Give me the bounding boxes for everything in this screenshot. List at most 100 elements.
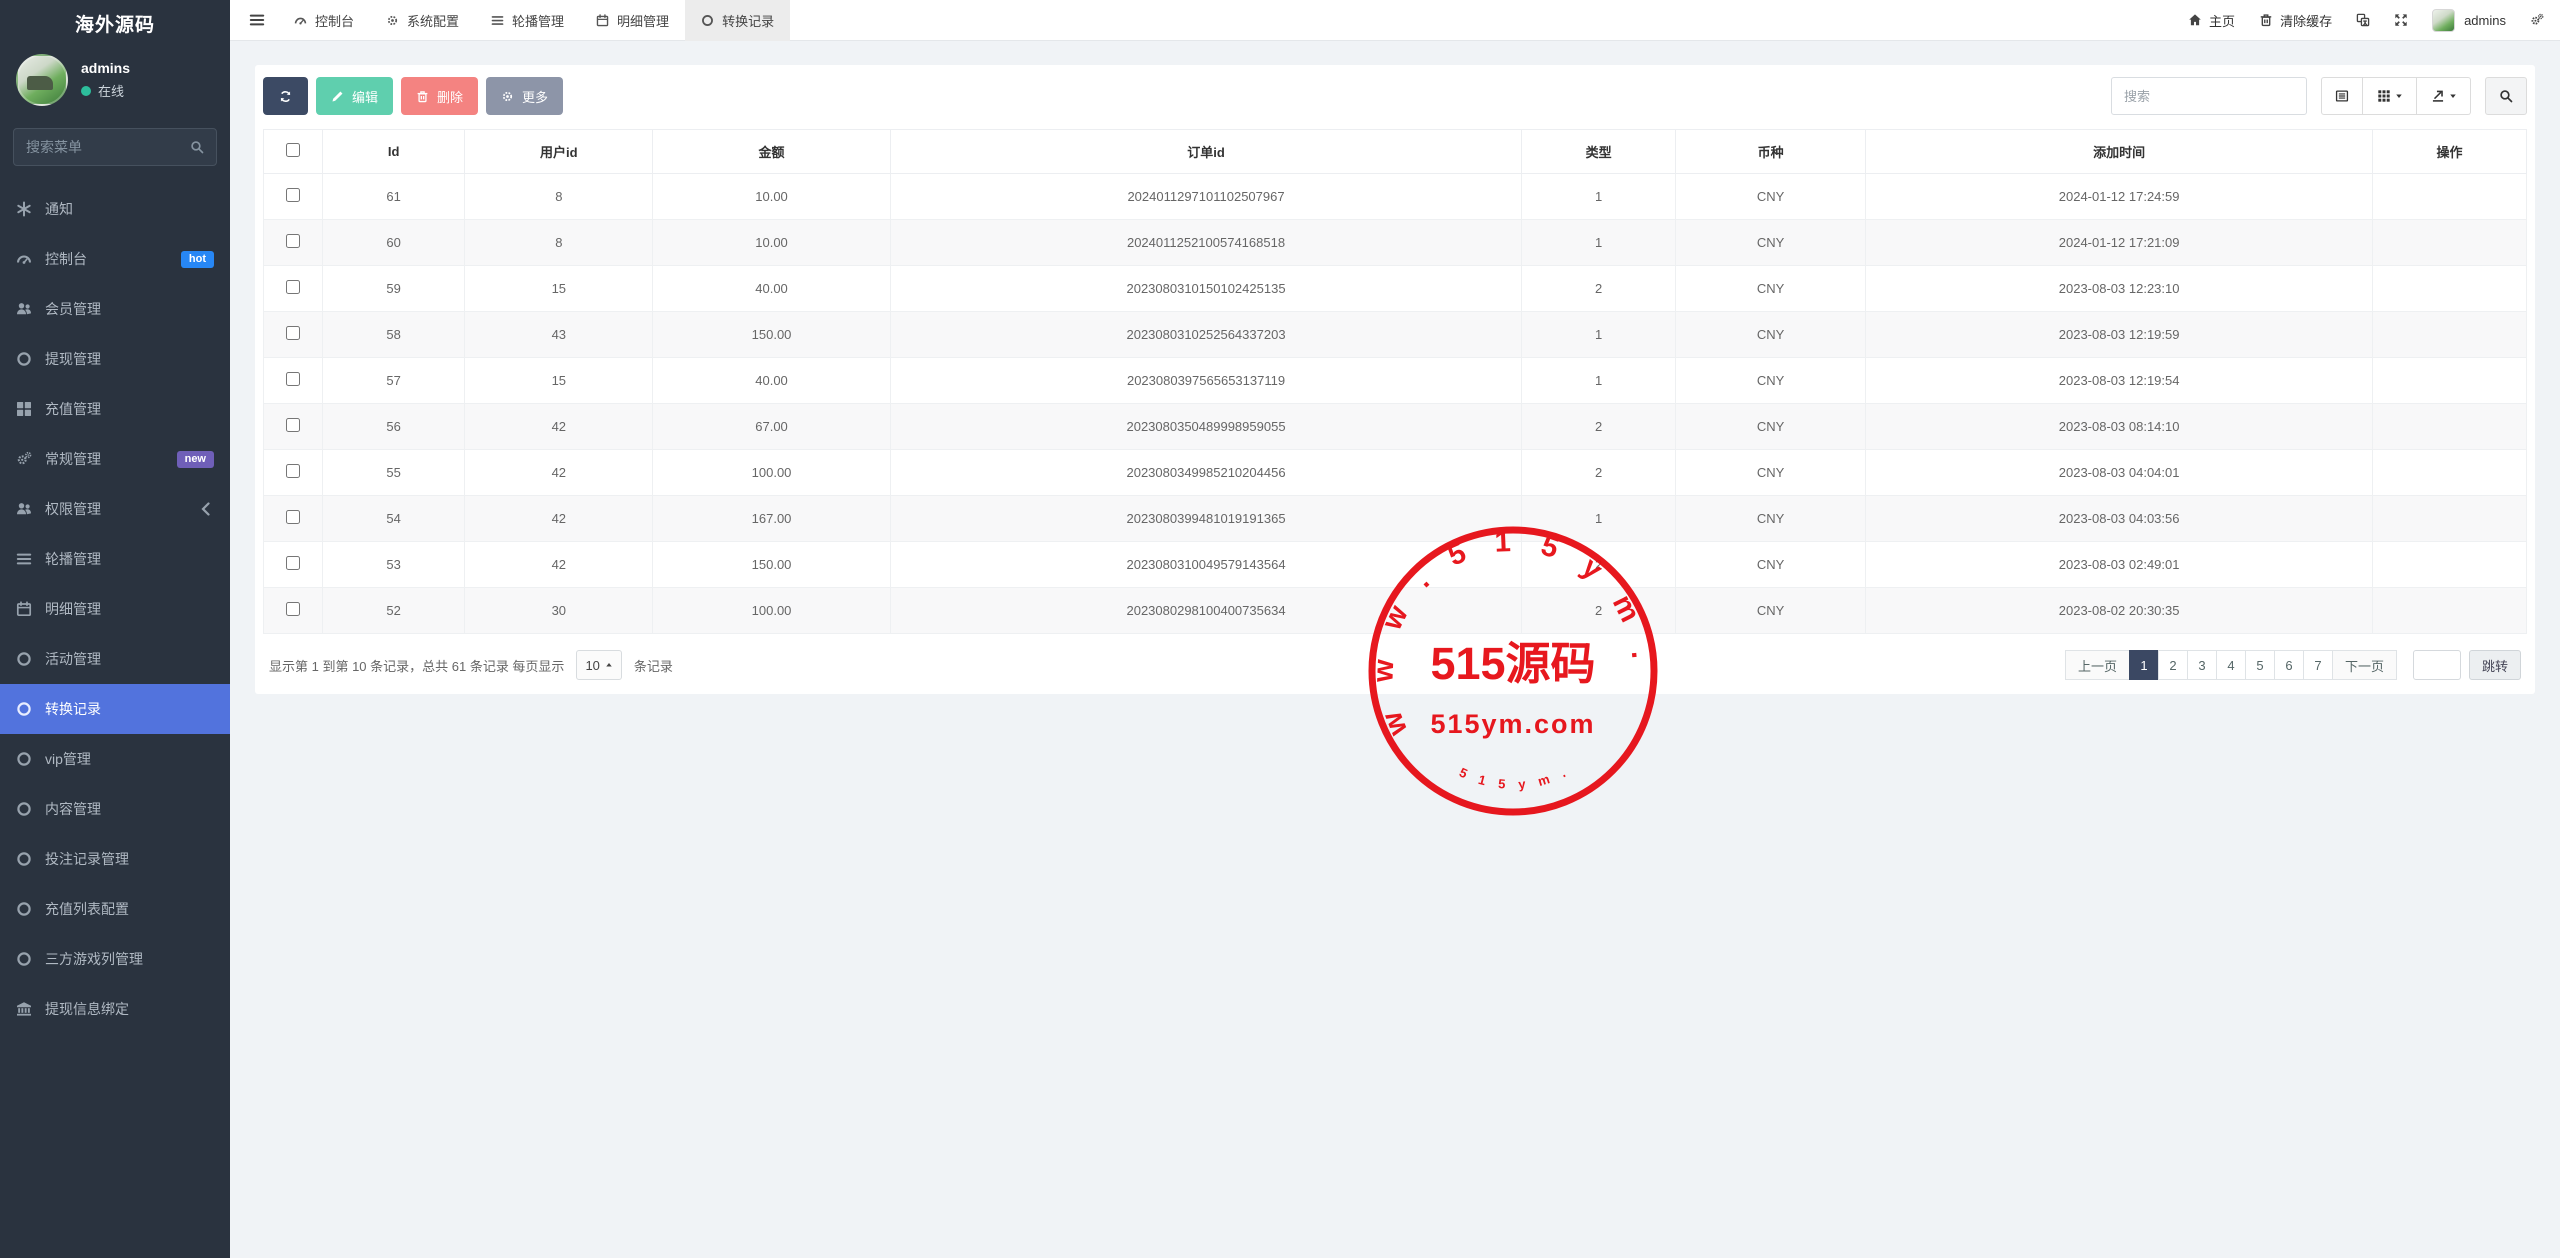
topnav-tab[interactable]: 系统配置 (370, 0, 475, 41)
cell-order-id: 2023080399481019191365 (889, 495, 1523, 542)
column-header-currency[interactable]: 币种 (1675, 129, 1867, 174)
sidebar-item[interactable]: 提现管理 (0, 334, 230, 384)
cell-actions (2372, 219, 2527, 266)
page-number-button[interactable]: 3 (2186, 650, 2217, 680)
table-header-row: Id 用户id 金额 订单id 类型 币种 添加时间 操作 (263, 129, 2527, 174)
row-checkbox[interactable] (285, 464, 300, 478)
topnav-tab[interactable]: 转换记录 (685, 0, 791, 41)
column-header-order[interactable]: 订单id (889, 129, 1523, 174)
sidebar-item[interactable]: 充值管理 (0, 384, 230, 434)
sidebar-item[interactable]: 活动管理 (0, 634, 230, 684)
page-number-button[interactable]: 6 (2273, 650, 2304, 680)
sidebar-item-label: vip管理 (45, 751, 91, 767)
jump-button[interactable]: 跳转 (2468, 650, 2521, 680)
language-icon (2356, 13, 2370, 27)
settings-button[interactable] (2530, 13, 2544, 27)
search-toggle-button[interactable] (2485, 77, 2527, 115)
pagination-bar: 显示第 1 到第 10 条记录，总共 61 条记录 每页显示 10 条记录 上一… (263, 650, 2527, 680)
cell-order-id: 2024011297101102507967 (889, 173, 1523, 220)
sidebar-item[interactable]: 控制台 hot (0, 234, 230, 284)
language-button[interactable] (2356, 13, 2370, 27)
circle-icon (16, 851, 32, 867)
row-checkbox[interactable] (285, 326, 300, 340)
cell-time: 2023-08-02 20:30:35 (1865, 587, 2374, 634)
dashboard-icon (294, 14, 307, 27)
export-button[interactable] (2417, 77, 2471, 115)
sidebar-item[interactable]: 三方游戏列管理 (0, 934, 230, 984)
sidebar-item[interactable]: 会员管理 (0, 284, 230, 334)
row-checkbox[interactable] (285, 234, 300, 248)
calendar-icon (596, 14, 609, 27)
sidebar-item-label: 投注记录管理 (45, 851, 129, 867)
sidebar-search[interactable] (13, 128, 217, 166)
prev-page-button[interactable]: 上一页 (2064, 650, 2130, 680)
jump-page-input[interactable] (2412, 650, 2461, 680)
table-row: 61 8 10.00 2024011297101102507967 1 CNY … (263, 173, 2527, 220)
user-menu[interactable]: admins (2432, 8, 2506, 32)
more-button[interactable]: 更多 (486, 77, 564, 115)
sidebar-search-input[interactable] (26, 139, 182, 155)
cell-time: 2023-08-03 12:19:59 (1865, 311, 2374, 358)
page-number-button[interactable]: 2 (2157, 650, 2188, 680)
page-size-select[interactable]: 10 (576, 650, 622, 680)
sidebar-item[interactable]: 转换记录 (0, 684, 230, 734)
sidebar-item[interactable]: 权限管理 (0, 484, 230, 534)
row-checkbox[interactable] (285, 556, 300, 570)
cell-uid: 30 (464, 587, 654, 634)
circle-icon (16, 901, 32, 917)
gear-icon (386, 14, 399, 27)
refresh-button[interactable] (263, 77, 308, 115)
column-header-id[interactable]: Id (321, 129, 466, 174)
sidebar-item[interactable]: 明细管理 (0, 584, 230, 634)
topnav-tab[interactable]: 控制台 (278, 0, 370, 41)
bars-icon (491, 14, 504, 27)
sidebar-item[interactable]: 常规管理 new (0, 434, 230, 484)
row-checkbox[interactable] (285, 510, 300, 524)
page-number-button[interactable]: 7 (2302, 650, 2333, 680)
sidebar-item[interactable]: 提现信息绑定 (0, 984, 230, 1034)
topnav-tab[interactable]: 明细管理 (580, 0, 685, 41)
table-row: 54 42 167.00 2023080399481019191365 1 CN… (263, 495, 2527, 542)
cell-id: 54 (321, 495, 466, 542)
column-header-amount[interactable]: 金额 (652, 129, 891, 174)
cell-amount: 167.00 (652, 495, 891, 542)
cell-amount: 67.00 (652, 403, 891, 450)
sidebar-item[interactable]: 轮播管理 (0, 534, 230, 584)
gear-icon (501, 90, 514, 103)
pagination-summary: 显示第 1 到第 10 条记录，总共 61 条记录 每页显示 10 条记录 (269, 650, 673, 680)
sidebar-item[interactable]: vip管理 (0, 734, 230, 784)
delete-button[interactable]: 删除 (401, 77, 479, 115)
sidebar-item[interactable]: 投注记录管理 (0, 834, 230, 884)
topnav-tab[interactable]: 轮播管理 (475, 0, 580, 41)
sidebar-item[interactable]: 通知 (0, 184, 230, 234)
sidebar-toggle-button[interactable] (236, 0, 278, 41)
table-search-input[interactable] (2111, 77, 2307, 115)
cell-currency: CNY (1675, 541, 1867, 588)
columns-button[interactable] (2363, 77, 2417, 115)
pencil-icon (331, 90, 344, 103)
cell-amount: 150.00 (652, 311, 891, 358)
column-header-time[interactable]: 添加时间 (1865, 129, 2374, 174)
home-link[interactable]: 主页 (2188, 11, 2235, 30)
page-number-button[interactable]: 4 (2215, 650, 2246, 680)
column-header-uid[interactable]: 用户id (464, 129, 654, 174)
row-checkbox[interactable] (285, 418, 300, 432)
detail-view-button[interactable] (2321, 77, 2363, 115)
row-checkbox[interactable] (285, 602, 300, 616)
fullscreen-button[interactable] (2394, 13, 2408, 27)
sidebar-item[interactable]: 充值列表配置 (0, 884, 230, 934)
users-icon (16, 501, 32, 517)
page-number-button[interactable]: 5 (2244, 650, 2275, 680)
row-checkbox[interactable] (285, 372, 300, 386)
select-all-checkbox[interactable] (285, 143, 300, 157)
pagination-controls: 上一页 1 2 3 4 5 6 (2064, 650, 2521, 680)
toolbar: 编辑 删除 更多 (263, 77, 2527, 115)
page-number-button[interactable]: 1 (2128, 650, 2159, 680)
row-checkbox[interactable] (285, 280, 300, 294)
column-header-type[interactable]: 类型 (1521, 129, 1677, 174)
row-checkbox[interactable] (285, 188, 300, 202)
next-page-button[interactable]: 下一页 (2331, 650, 2397, 680)
sidebar-item[interactable]: 内容管理 (0, 784, 230, 834)
edit-button[interactable]: 编辑 (316, 77, 394, 115)
clear-cache-link[interactable]: 清除缓存 (2259, 11, 2332, 30)
